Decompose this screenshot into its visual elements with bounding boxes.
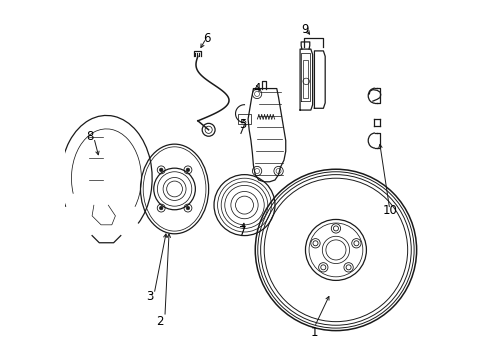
Text: 2: 2 bbox=[156, 315, 163, 328]
Circle shape bbox=[159, 168, 163, 172]
Bar bbox=[302, 60, 308, 98]
Text: 6: 6 bbox=[203, 32, 210, 45]
Text: 1: 1 bbox=[310, 326, 318, 339]
Text: 5: 5 bbox=[239, 118, 246, 131]
Text: 9: 9 bbox=[301, 23, 308, 36]
Text: 7: 7 bbox=[239, 225, 246, 238]
Bar bbox=[238, 114, 250, 125]
Circle shape bbox=[159, 206, 163, 210]
Text: 4: 4 bbox=[253, 82, 260, 95]
Text: 10: 10 bbox=[382, 204, 396, 217]
Text: 8: 8 bbox=[86, 130, 94, 144]
Circle shape bbox=[186, 168, 189, 172]
Circle shape bbox=[186, 206, 189, 210]
Text: 3: 3 bbox=[145, 290, 153, 303]
